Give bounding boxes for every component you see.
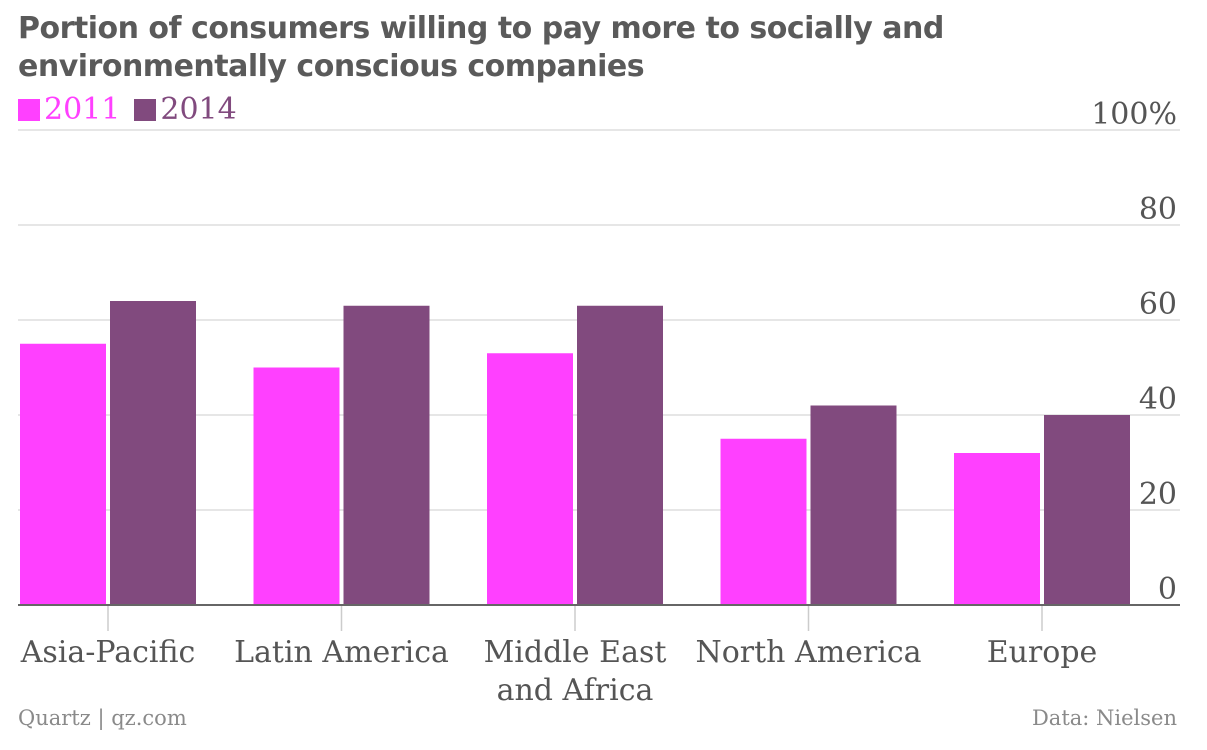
legend-label-2014: 2014: [160, 92, 237, 127]
y-tick-label: 40: [1139, 382, 1177, 417]
data-source: Data: Nielsen: [1031, 706, 1177, 730]
bar-2011: [720, 438, 807, 605]
bar-2011: [487, 353, 573, 605]
bar-2014: [110, 301, 196, 605]
legend-label-2011: 2011: [44, 92, 121, 127]
legend-swatch-2011: [18, 99, 40, 121]
legend-item-2011: 2011: [18, 92, 120, 128]
x-category-label: Asia-Pacific: [20, 635, 196, 670]
bar-2011: [954, 453, 1040, 605]
legend-item-2014: 2014: [134, 92, 237, 128]
x-category-label: Middle East and Africa: [484, 635, 667, 708]
bar-2014: [1044, 415, 1130, 605]
bar-2011: [20, 343, 106, 605]
legend: 2011 2014: [18, 92, 251, 128]
bar-2014: [810, 405, 897, 605]
y-tick-label: 100%: [1091, 97, 1177, 132]
bar-2011: [253, 367, 340, 605]
y-tick-label: 80: [1139, 192, 1177, 227]
source-credit: Quartz | qz.com: [18, 706, 187, 730]
bar-2014: [343, 305, 430, 605]
bar-2014: [577, 305, 663, 605]
y-tick-label: 60: [1139, 287, 1177, 322]
x-category-label: North America: [695, 635, 921, 670]
x-category-label: Europe: [987, 635, 1098, 670]
y-tick-label: 20: [1139, 477, 1177, 512]
y-tick-label: 0: [1158, 572, 1177, 607]
legend-swatch-2014: [134, 99, 157, 121]
chart-title: Portion of consumers willing to pay more…: [18, 11, 944, 84]
x-category-label: Latin America: [234, 635, 449, 670]
